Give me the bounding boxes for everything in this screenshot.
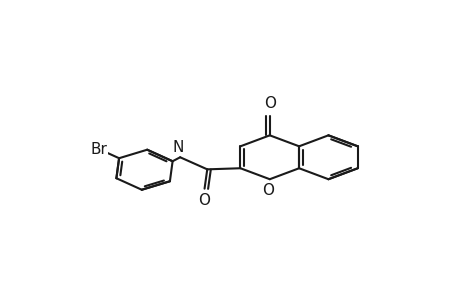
Text: N: N [172, 140, 184, 155]
Text: Br: Br [90, 142, 107, 157]
Text: O: O [262, 183, 274, 198]
Text: O: O [263, 96, 275, 111]
Text: O: O [198, 193, 210, 208]
